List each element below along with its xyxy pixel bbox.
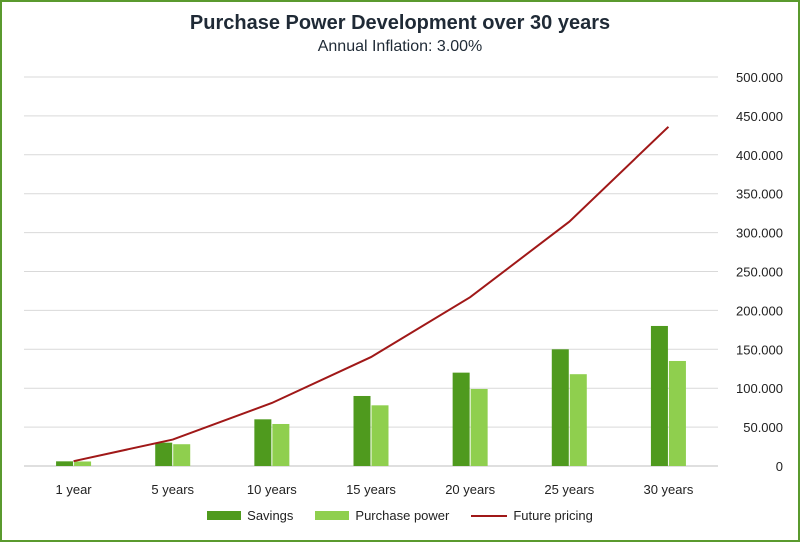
x-tick-label: 25 years [544,482,594,497]
legend-label-purchase-power: Purchase power [355,508,450,523]
x-tick-label: 20 years [445,482,495,497]
chart-legend: Savings Purchase power Future pricing [2,508,798,523]
bar-purchase-power [569,374,587,466]
line-future-pricing [73,126,670,463]
legend-item-future-pricing: Future pricing [471,508,593,523]
bar-purchase-power [470,388,488,466]
bar-savings [56,461,74,466]
y-tick-label: 300.000 [736,226,783,241]
bar-purchase-power [272,423,290,466]
y-tick-label: 50.000 [743,420,783,435]
x-tick-label: 1 year [56,482,93,497]
legend-swatch-savings [207,511,242,520]
bar-purchase-power [668,360,686,466]
y-tick-label: 150.000 [736,342,783,357]
y-tick-label: 350.000 [736,187,783,202]
y-tick-label: 200.000 [736,303,783,318]
y-tick-label: 400.000 [736,148,783,163]
legend-item-savings: Savings [207,508,293,523]
legend-label-future-pricing: Future pricing [513,508,593,523]
legend-item-purchase-power: Purchase power [315,508,449,523]
x-tick-label: 5 years [151,482,194,497]
bar-savings [353,395,371,466]
legend-swatch-future-pricing [471,514,508,517]
x-tick-label: 30 years [643,482,693,497]
y-tick-label: 250.000 [736,265,783,280]
y-tick-label: 500.000 [736,70,783,85]
bar-purchase-power [74,461,92,466]
bar-purchase-power [371,405,389,466]
bar-purchase-power [173,444,191,466]
y-tick-label: 0 [776,459,783,474]
x-tick-label: 15 years [346,482,396,497]
bar-savings [155,442,173,466]
chart-subtitle: Annual Inflation: 3.00% [317,38,483,55]
y-tick-label: 450.000 [736,109,783,124]
legend-label-savings: Savings [247,508,294,523]
y-tick-label: 100.000 [736,381,783,396]
legend-swatch-purchase-power [315,511,350,520]
bar-savings [452,372,470,466]
bar-savings [254,419,272,466]
bar-savings [551,349,569,466]
bar-savings [650,325,668,466]
x-tick-label: 10 years [247,482,297,497]
chart-title: Purchase Power Development over 30 years [189,12,611,34]
